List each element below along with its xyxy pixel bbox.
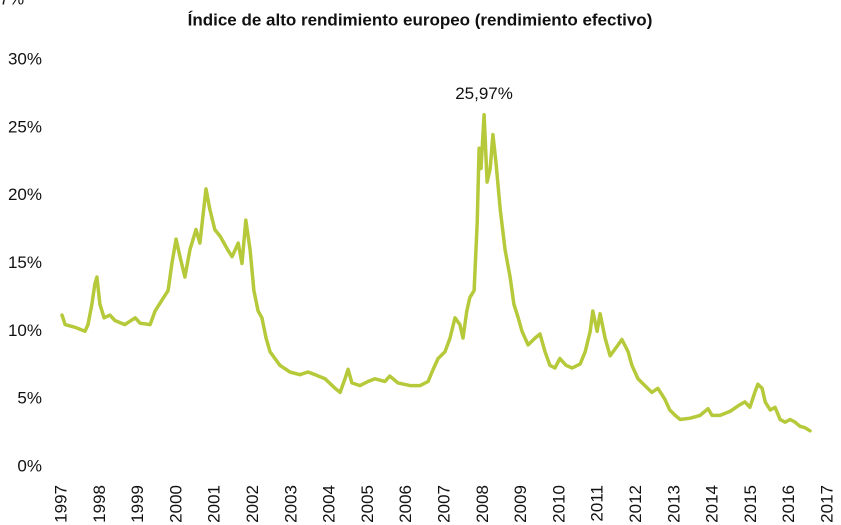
x-tick-label: 2009: [511, 485, 530, 523]
x-tick-label: 2008: [473, 485, 492, 523]
x-tick-label: 2002: [243, 485, 262, 523]
y-tick-label: 10%: [8, 321, 42, 340]
y-tick-label: 15%: [8, 253, 42, 272]
x-tick-label: 2005: [358, 485, 377, 523]
x-tick-label: 2012: [626, 485, 645, 523]
x-tick-label: 2015: [741, 485, 760, 523]
x-tick-label: 2010: [549, 485, 568, 523]
x-tick-label: 2006: [396, 485, 415, 523]
x-tick-label: 1997: [51, 485, 70, 523]
x-tick-label: 2011: [588, 485, 607, 522]
x-tick-label: 2007: [434, 485, 453, 523]
x-tick-label: 2004: [320, 485, 339, 523]
data-label: 25,97%: [455, 84, 513, 103]
y-tick-label: 5%: [17, 389, 42, 408]
x-tick-label: 2014: [703, 485, 722, 523]
x-tick-label: 1999: [128, 485, 147, 523]
x-tick-label: 2013: [664, 485, 683, 523]
data-label: 2,67%: [0, 0, 24, 8]
x-tick-label: 2016: [779, 485, 798, 523]
line: [60, 112, 812, 433]
x-tick-label: 2001: [205, 485, 224, 523]
y-tick-label: 0%: [17, 456, 42, 475]
chart-title: Índice de alto rendimiento europeo (rend…: [188, 10, 653, 29]
x-tick-label: 2017: [817, 485, 836, 523]
y-tick-label: 30%: [8, 49, 42, 68]
x-tick-label: 1998: [90, 485, 109, 523]
x-tick-label: 2003: [281, 485, 300, 523]
x-tick-label: 2000: [166, 485, 185, 523]
y-tick-label: 20%: [8, 185, 42, 204]
y-tick-label: 25%: [8, 117, 42, 136]
